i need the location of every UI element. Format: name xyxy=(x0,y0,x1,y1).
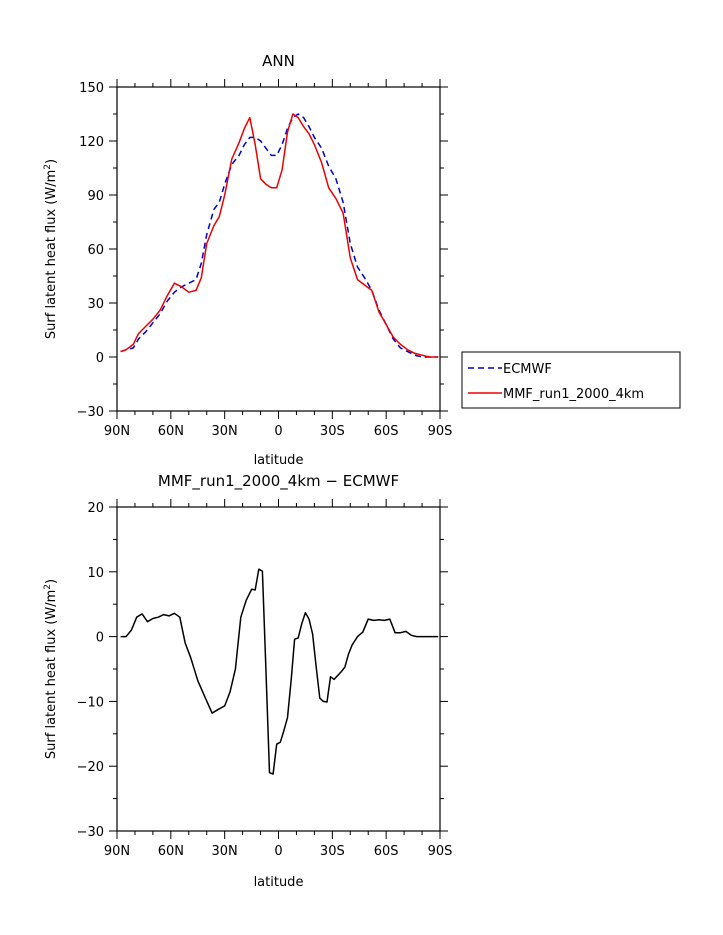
y-tick-label: 30 xyxy=(87,297,104,312)
y-axis-label-suffix: ) xyxy=(44,579,59,584)
x-tick-label: 90N xyxy=(104,424,130,439)
x-tick-label: 30S xyxy=(320,424,345,439)
y-tick-label: 60 xyxy=(87,243,104,258)
y-tick-label: 10 xyxy=(87,566,104,581)
chart-panel-1: −30 0 30 60 90 120 150 90N 60N 30N 0 30S 60S 90S ANN la… xyxy=(43,52,681,468)
y-axis-label: Surf latent heat flux (W/m2) xyxy=(43,579,59,759)
x-tick-label: 30N xyxy=(212,424,238,439)
legend-box xyxy=(461,351,681,409)
y-axis-label-text: Surf latent heat flux (W/m xyxy=(44,590,59,759)
y-tick-label: 150 xyxy=(79,81,104,96)
chart-title: ANN xyxy=(262,52,295,70)
chart-panel-2: −30 −20 −10 0 10 20 90N 60N 30N 0 30S 60S 90S MMF_run… xyxy=(43,472,452,890)
plot-frame xyxy=(116,86,441,412)
x-tick-label: 60S xyxy=(374,844,399,859)
x-tick-label: 90S xyxy=(428,844,453,859)
plot-frame xyxy=(116,506,441,832)
y-tick-label: 0 xyxy=(96,631,104,646)
y-tick-label: 120 xyxy=(79,135,104,150)
x-tick-label: 90S xyxy=(428,424,453,439)
x-axis-label: latitude xyxy=(254,875,304,890)
y-axis-label: Surf latent heat flux (W/m2) xyxy=(43,159,59,339)
y-tick-label: −10 xyxy=(77,695,104,710)
x-tick-label: 30N xyxy=(212,844,238,859)
y-axis-label-text: Surf latent heat flux (W/m xyxy=(44,170,59,339)
y-axis-label-superscript: 2 xyxy=(43,164,53,170)
x-tick-label: 0 xyxy=(274,424,282,439)
y-tick-label: 20 xyxy=(87,501,104,516)
x-tick-label: 90N xyxy=(104,844,130,859)
series-line-mmf-run1-2000-4km-ecmwf xyxy=(120,568,439,775)
legend-label-2: MMF_run1_2000_4km xyxy=(503,387,644,402)
y-tick-label: −20 xyxy=(77,760,104,775)
x-tick-label: 30S xyxy=(320,844,345,859)
x-tick-label: 60S xyxy=(374,424,399,439)
y-tick-label: −30 xyxy=(77,825,104,840)
chart-legend: ECMWF MMF_run1_2000_4km xyxy=(461,351,681,409)
y-tick-label: 0 xyxy=(96,351,104,366)
y-tick-label: 90 xyxy=(87,189,104,204)
x-tick-label: 60N xyxy=(158,424,184,439)
series-line-ecmwf xyxy=(120,113,439,358)
chart-title: MMF_run1_2000_4km − ECMWF xyxy=(158,472,399,491)
x-tick-label: 0 xyxy=(274,844,282,859)
y-axis-label-suffix: ) xyxy=(44,159,59,164)
y-axis-label-superscript: 2 xyxy=(43,584,53,590)
legend-label-1: ECMWF xyxy=(503,362,552,377)
x-tick-label: 60N xyxy=(158,844,184,859)
series-line-mmf-run1-2000-4km xyxy=(120,113,439,358)
x-axis-label: latitude xyxy=(254,453,304,468)
y-tick-label: −30 xyxy=(77,405,104,420)
